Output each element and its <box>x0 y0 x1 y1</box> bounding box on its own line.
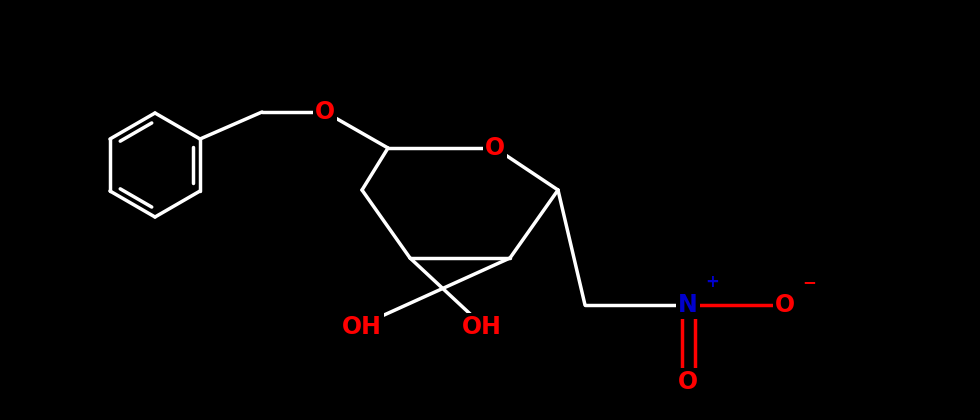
Text: N: N <box>678 293 698 317</box>
Text: +: + <box>705 273 719 291</box>
Text: OH: OH <box>342 315 382 339</box>
Text: −: − <box>802 273 816 291</box>
Text: O: O <box>315 100 335 124</box>
Text: O: O <box>678 370 698 394</box>
Text: O: O <box>485 136 505 160</box>
Text: OH: OH <box>462 315 502 339</box>
Text: O: O <box>775 293 795 317</box>
